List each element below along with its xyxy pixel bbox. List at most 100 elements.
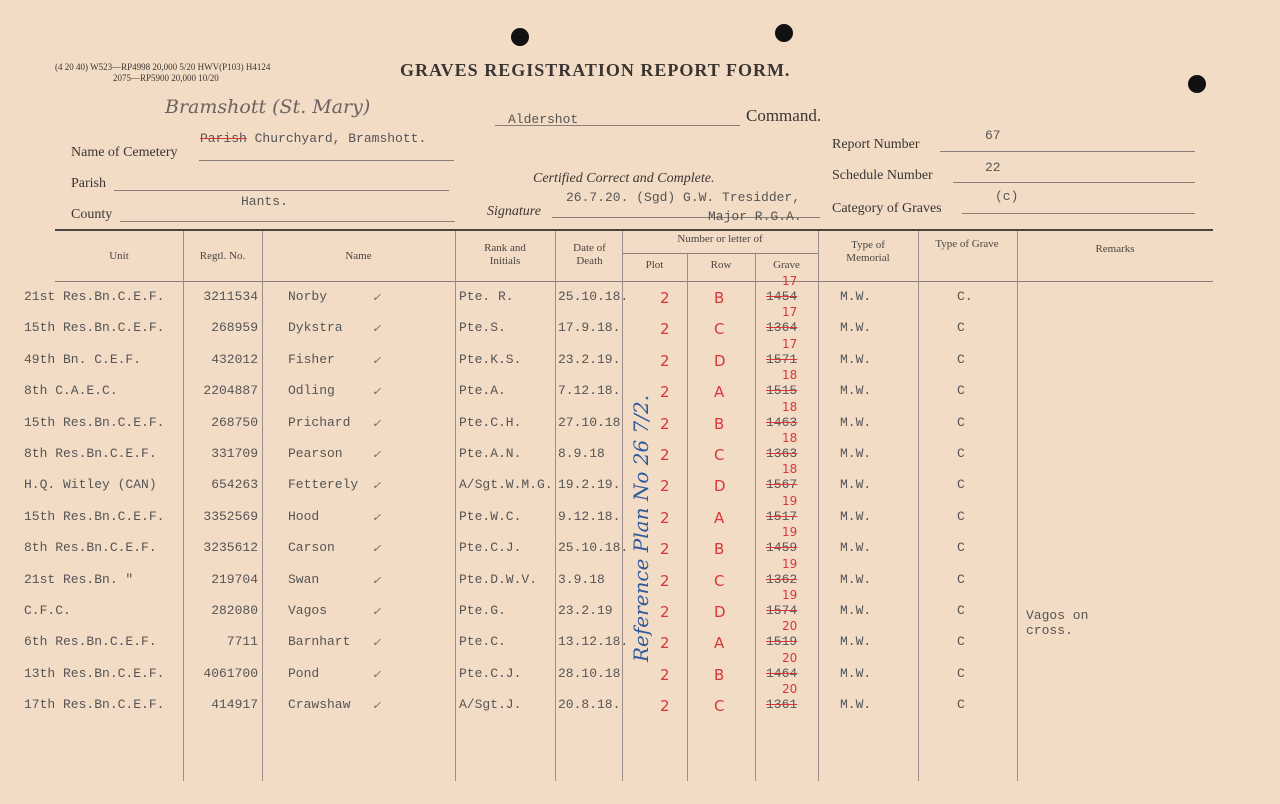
cell-rank: Pte.W.C. — [459, 508, 522, 524]
cell-plot: 2 — [660, 320, 670, 339]
cell-regtl: 219704 — [211, 571, 258, 587]
cell-name: Crawshaw — [288, 697, 351, 713]
cell-memorial: M.W. — [840, 289, 872, 304]
check-mark-icon: ✓ — [372, 385, 382, 399]
cell-memorial: M.W. — [840, 603, 872, 618]
cell-rank: Pte.K.S. — [459, 351, 522, 367]
cell-regtl: 414917 — [211, 697, 258, 713]
cell-rank: Pte.D.W.V. — [459, 571, 538, 587]
cell-date: 9.12.18. — [558, 508, 621, 524]
cell-memorial: M.W. — [840, 320, 872, 336]
check-mark-icon: ✓ — [372, 291, 382, 304]
check-mark-icon: ✓ — [372, 353, 382, 367]
header-remarks: Remarks — [1095, 243, 1135, 255]
header-number-group: Number or letter of — [677, 233, 763, 245]
cell-unit: 6th Res.Bn.C.E.F. — [24, 634, 157, 650]
cell-name: Fetterely — [288, 477, 359, 493]
cell-row: B — [714, 540, 725, 559]
cell-memorial: M.W. — [840, 634, 872, 650]
cell-date: 13.12.18. — [558, 634, 629, 650]
cell-name: Prichard — [288, 414, 351, 430]
cell-grave-old: 1363 — [766, 446, 798, 461]
header-grave-type: Type of Grave — [935, 238, 999, 250]
page-title: GRAVES REGISTRATION REPORT FORM. — [400, 60, 791, 80]
cell-plot: 2 — [660, 603, 670, 621]
cell-grave-old: 1361 — [766, 697, 798, 713]
cell-rank: A/Sgt.J. — [459, 697, 522, 713]
cell-regtl: 3352569 — [203, 508, 258, 524]
blue-annotation: Reference Plan No 26 7/2. — [629, 394, 653, 662]
cell-row: C — [714, 446, 725, 464]
check-mark-icon: ✓ — [372, 479, 382, 493]
cell-rank: Pte.G. — [459, 603, 506, 618]
cell-regtl: 3211534 — [203, 289, 258, 304]
cell-name: Norby — [288, 289, 328, 304]
cell-unit: 8th Res.Bn.C.E.F. — [24, 446, 157, 461]
print-code-line1: (4 20 40) W523—RP4998 20,000 5/20 HWV(P1… — [55, 62, 271, 72]
cell-name: Fisher — [288, 351, 335, 367]
cell-remarks: Vagos on cross. — [1026, 608, 1089, 638]
check-mark-icon: ✓ — [372, 573, 382, 587]
cell-row: D — [714, 351, 726, 370]
cell-name: Hood — [288, 508, 320, 524]
cell-memorial: M.W. — [840, 446, 872, 461]
cell-name: Pearson — [288, 446, 343, 461]
cell-grave-old: 1567 — [766, 477, 798, 493]
cell-date: 25.10.18. — [558, 289, 629, 304]
cell-plot: 2 — [660, 351, 670, 370]
cell-regtl: 268750 — [211, 414, 258, 430]
handwritten-cemetery: Bramshott (St. Mary) — [165, 96, 371, 118]
cell-unit: 17th Res.Bn.C.E.F. — [24, 697, 165, 713]
cell-plot: 2 — [660, 634, 670, 653]
cell-plot: 2 — [660, 477, 670, 496]
schedule-value: 22 — [985, 160, 1001, 175]
cell-unit: C.F.C. — [24, 603, 71, 618]
cell-rank: Pte.C.H. — [459, 414, 522, 430]
cell-grave-old: 1464 — [766, 665, 798, 681]
cell-type: C — [957, 603, 965, 618]
punch-hole — [511, 28, 529, 46]
cell-memorial: M.W. — [840, 414, 872, 430]
cell-name: Barnhart — [288, 634, 351, 650]
cell-row: A — [714, 508, 725, 527]
cell-date: 20.8.18. — [558, 697, 621, 713]
command-label: Command. — [746, 106, 822, 125]
signature-rank: Major R.G.A. — [708, 209, 802, 224]
cell-rank: A/Sgt.W.M.G. — [459, 477, 553, 493]
cell-row: D — [714, 477, 726, 496]
cell-regtl: 268959 — [211, 320, 258, 336]
certified-text: Certified Correct and Complete. — [533, 171, 715, 186]
cell-memorial: M.W. — [840, 540, 872, 556]
header-memorial: Type of Memorial — [846, 239, 890, 264]
county-label: County — [71, 207, 113, 222]
header-regtl: Regtl. No. — [199, 250, 246, 262]
cell-grave-old: 1574 — [766, 603, 798, 618]
cemetery-text: Churchyard, Bramshott. — [254, 131, 427, 146]
cell-date: 23.2.19 — [558, 603, 613, 618]
header-plot: Plot — [645, 259, 664, 271]
cell-grave-new: 17 — [782, 336, 798, 351]
cell-grave-new: 19 — [782, 493, 798, 508]
cell-memorial: M.W. — [840, 477, 872, 493]
cell-grave-new: 18 — [782, 399, 798, 414]
cell-date: 27.10.18 — [558, 414, 621, 430]
cemetery-value: Parish Churchyard, Bramshott. — [200, 131, 426, 146]
cell-memorial: M.W. — [840, 697, 872, 713]
cell-unit: 15th Res.Bn.C.E.F. — [24, 414, 165, 430]
cell-rank: Pte.C.J. — [459, 665, 522, 681]
signature-value: 26.7.20. (Sgd) G.W. Tresidder, — [566, 190, 801, 205]
header-name: Name — [345, 250, 372, 262]
check-mark-icon: ✓ — [372, 510, 382, 524]
header-unit: Unit — [109, 250, 129, 262]
print-code-line2: 2075—RP5900 20,000 10/20 — [113, 73, 219, 83]
cell-grave-old: 1459 — [766, 540, 798, 556]
check-mark-icon: ✓ — [372, 542, 382, 556]
cell-type: C — [957, 320, 965, 336]
cell-type: C — [957, 383, 965, 399]
cemetery-label: Name of Cemetery — [71, 145, 178, 160]
cell-plot: 2 — [660, 571, 670, 590]
cell-date: 28.10.18 — [558, 665, 621, 681]
cell-type: C — [957, 414, 965, 430]
cell-type: C — [957, 697, 965, 713]
cell-grave-old: 1519 — [766, 634, 798, 650]
